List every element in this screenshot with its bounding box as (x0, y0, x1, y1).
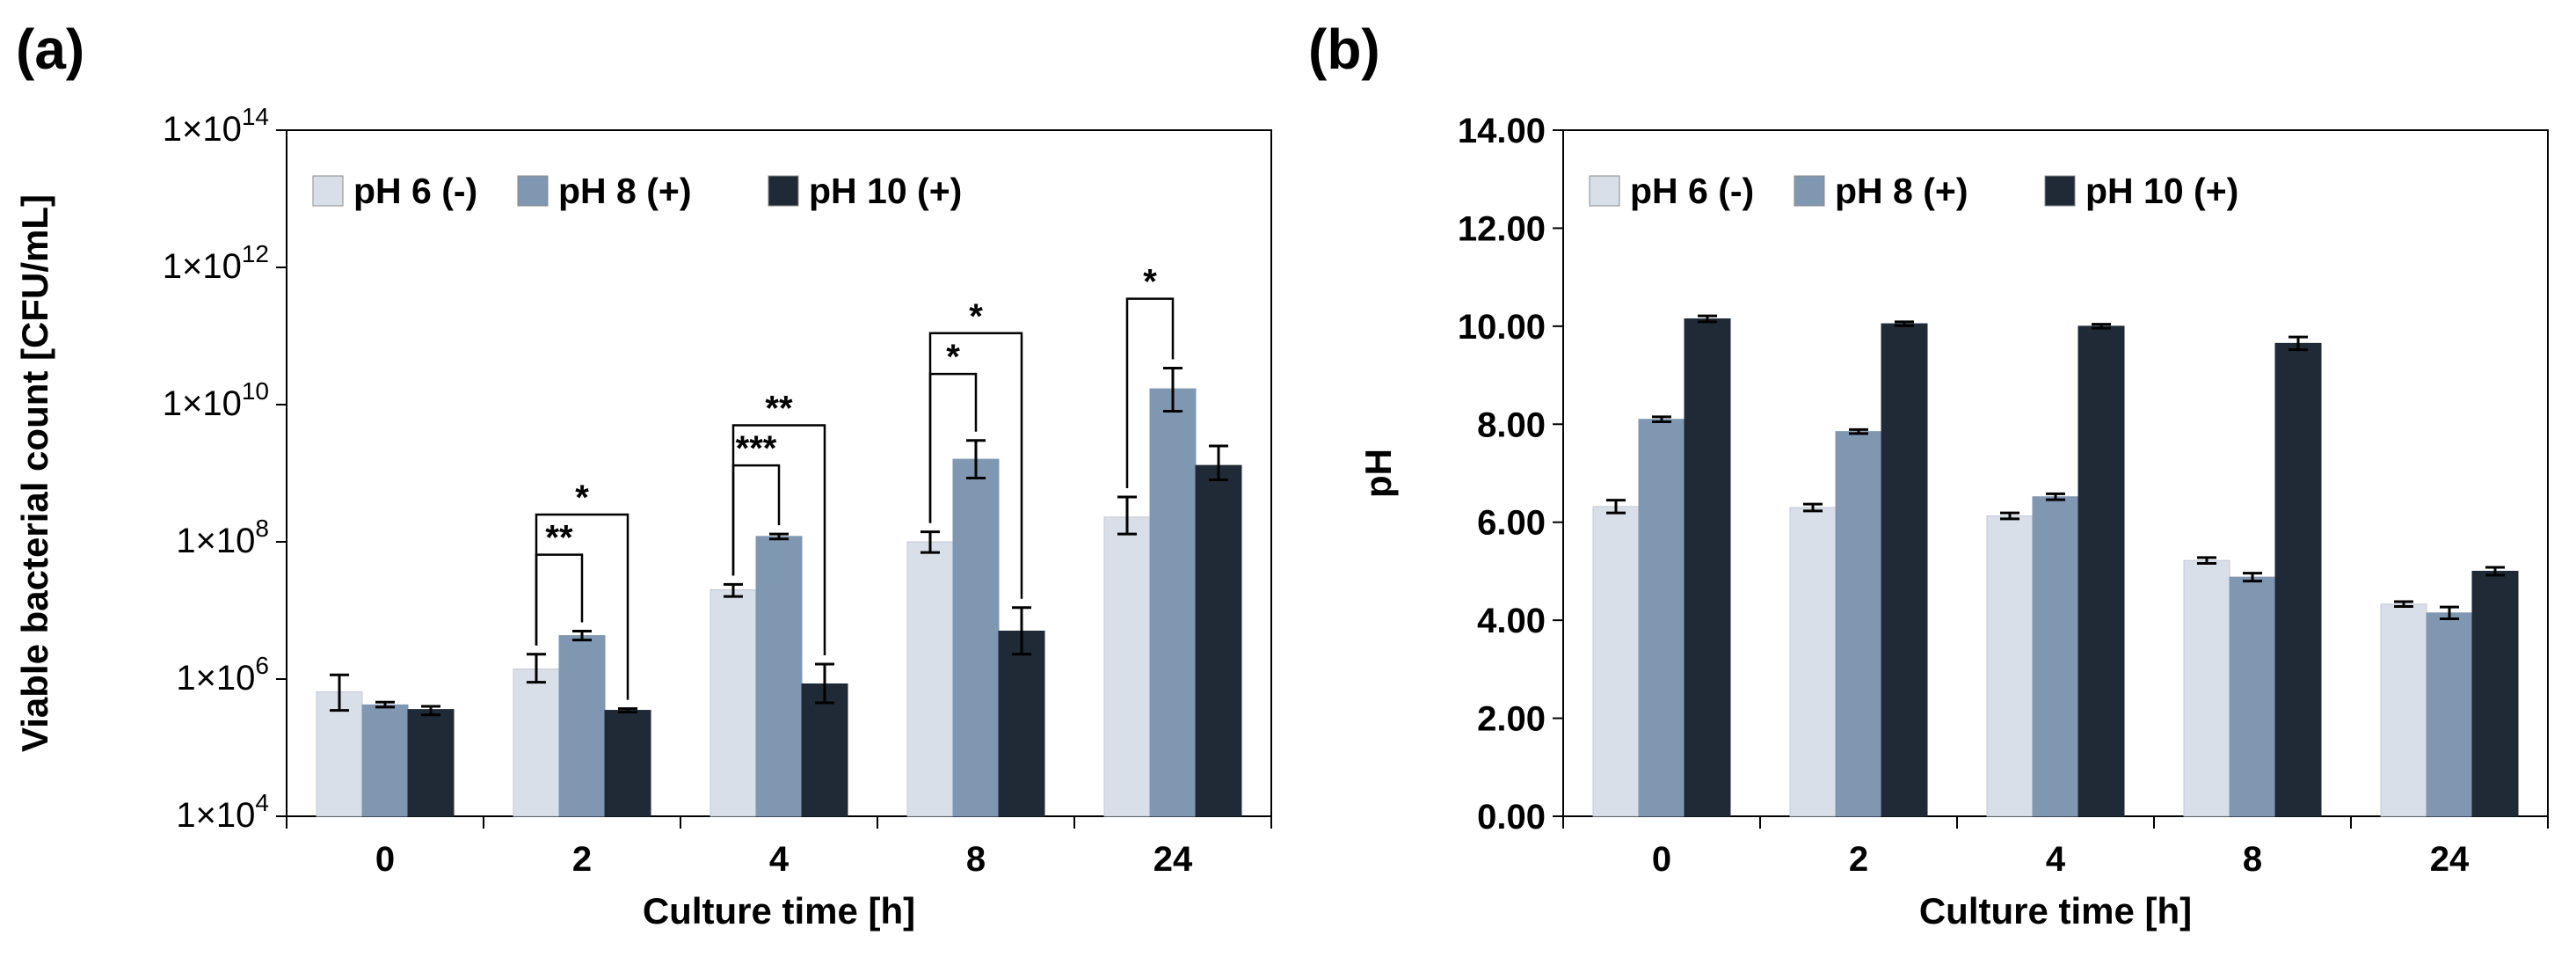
x-tick-label: 8 (2243, 840, 2262, 879)
y-tick-label: 1×1014 (163, 103, 269, 149)
legend-swatch-1 (517, 175, 549, 207)
bar-ph-8--t4 (755, 536, 803, 817)
bar-ph-10--t8 (2274, 342, 2322, 817)
y-tick-label: 1×108 (176, 515, 269, 560)
bar-ph-10--t2 (604, 710, 651, 817)
legend-label-1: pH 8 (+) (1835, 171, 1968, 211)
bar-ph-10--t2 (1881, 323, 1928, 817)
bar-ph-8--t8 (2229, 576, 2276, 817)
bar-ph-10--t0 (407, 709, 455, 817)
x-tick-label: 8 (966, 840, 986, 879)
panel-a-label: (a) (16, 18, 84, 81)
bar-ph-10--t24 (2471, 570, 2519, 817)
bar-ph-6--t8 (2183, 559, 2230, 817)
x-tick-label: 0 (375, 840, 395, 879)
bar-ph-6--t2 (513, 668, 560, 817)
panel-b-label: (b) (1308, 18, 1380, 81)
significance-label: ** (545, 519, 573, 558)
bar-ph-8--t2 (1835, 431, 1882, 817)
y-tick-label: 14.00 (1458, 112, 1546, 150)
y-tick-label: 10.00 (1458, 308, 1546, 347)
bar-ph-8--t0 (1638, 419, 1685, 817)
legend-label-2: pH 10 (+) (2085, 171, 2238, 211)
x-tick-label: 2 (572, 840, 592, 879)
y-tick-label: 2.00 (1477, 700, 1546, 739)
bar-ph-6--t24 (1103, 516, 1151, 817)
y-tick-label: 1×1012 (163, 240, 269, 286)
x-axis-title: Culture time [h] (1919, 890, 2192, 932)
x-tick-label: 24 (2430, 840, 2470, 879)
y-tick-label: 1×104 (176, 789, 269, 835)
significance-bracket (535, 513, 629, 700)
y-tick-label: 0.00 (1477, 798, 1546, 837)
bar-ph-6--t0 (1592, 506, 1640, 817)
bar-ph-8--t24 (2426, 612, 2473, 817)
bar-ph-6--t0 (316, 691, 363, 817)
legend-swatch-0 (312, 175, 344, 207)
panel-b-ph-chart: (b) 0.00 2.00 4.00 6.00 8.00 10.00 12.00 14.00 0… (1308, 18, 2549, 932)
bar-ph-10--t4 (801, 683, 848, 817)
legend-label-0: pH 6 (-) (353, 171, 477, 211)
y-tick-label: 1×1010 (163, 377, 269, 423)
x-tick-label: 4 (769, 840, 790, 879)
bar-ph-8--t24 (1149, 388, 1197, 817)
legend-label-0: pH 6 (-) (1630, 171, 1754, 211)
bar-ph-10--t4 (2078, 325, 2125, 817)
bar-ph-10--t24 (1195, 464, 1242, 817)
x-tick-label: 2 (1849, 840, 1868, 879)
bar-ph-8--t4 (2032, 496, 2079, 817)
x-tick-label: 0 (1652, 840, 1671, 879)
bar-ph-8--t0 (361, 704, 409, 817)
y-tick-label: 8.00 (1477, 405, 1546, 444)
y-axis-title: Viable bacterial count [CFU/mL] (14, 194, 55, 752)
bar-ph-6--t8 (906, 541, 954, 817)
significance-label: ** (765, 389, 793, 427)
bar-ph-6--t24 (2380, 603, 2427, 817)
legend-swatch-2 (2044, 175, 2076, 207)
bar-ph-10--t0 (1684, 318, 1731, 817)
legend-label-1: pH 8 (+) (558, 171, 692, 211)
significance-label: * (946, 338, 960, 376)
legend-label-2: pH 10 (+) (809, 171, 962, 211)
significance-bracket (1125, 297, 1175, 489)
legend-swatch-0 (1589, 175, 1620, 207)
x-tick-label: 24 (1153, 840, 1193, 879)
y-axis-title: pH (1357, 449, 1399, 498)
bar-ph-10--t8 (998, 630, 1045, 817)
legend-swatch-2 (768, 175, 799, 207)
bar-ph-6--t4 (709, 589, 757, 817)
x-axis-title: Culture time [h] (643, 890, 915, 932)
y-tick-label: 4.00 (1477, 602, 1546, 640)
y-tick-label: 1×106 (176, 652, 269, 698)
bar-ph-6--t4 (1986, 515, 2034, 817)
significance-label: * (575, 479, 589, 517)
x-tick-label: 4 (2046, 840, 2066, 879)
legend-swatch-1 (1794, 175, 1825, 207)
y-tick-label: 6.00 (1477, 504, 1546, 543)
bar-ph-6--t2 (1789, 507, 1837, 817)
y-tick-label: 12.00 (1458, 209, 1546, 248)
bar-ph-8--t2 (558, 635, 606, 817)
significance-label: * (969, 297, 983, 336)
significance-label: * (1143, 263, 1157, 302)
significance-bracket (731, 424, 826, 656)
significance-label: *** (736, 429, 777, 468)
significance-bracket (928, 332, 1023, 599)
bar-ph-8--t8 (952, 458, 1000, 817)
